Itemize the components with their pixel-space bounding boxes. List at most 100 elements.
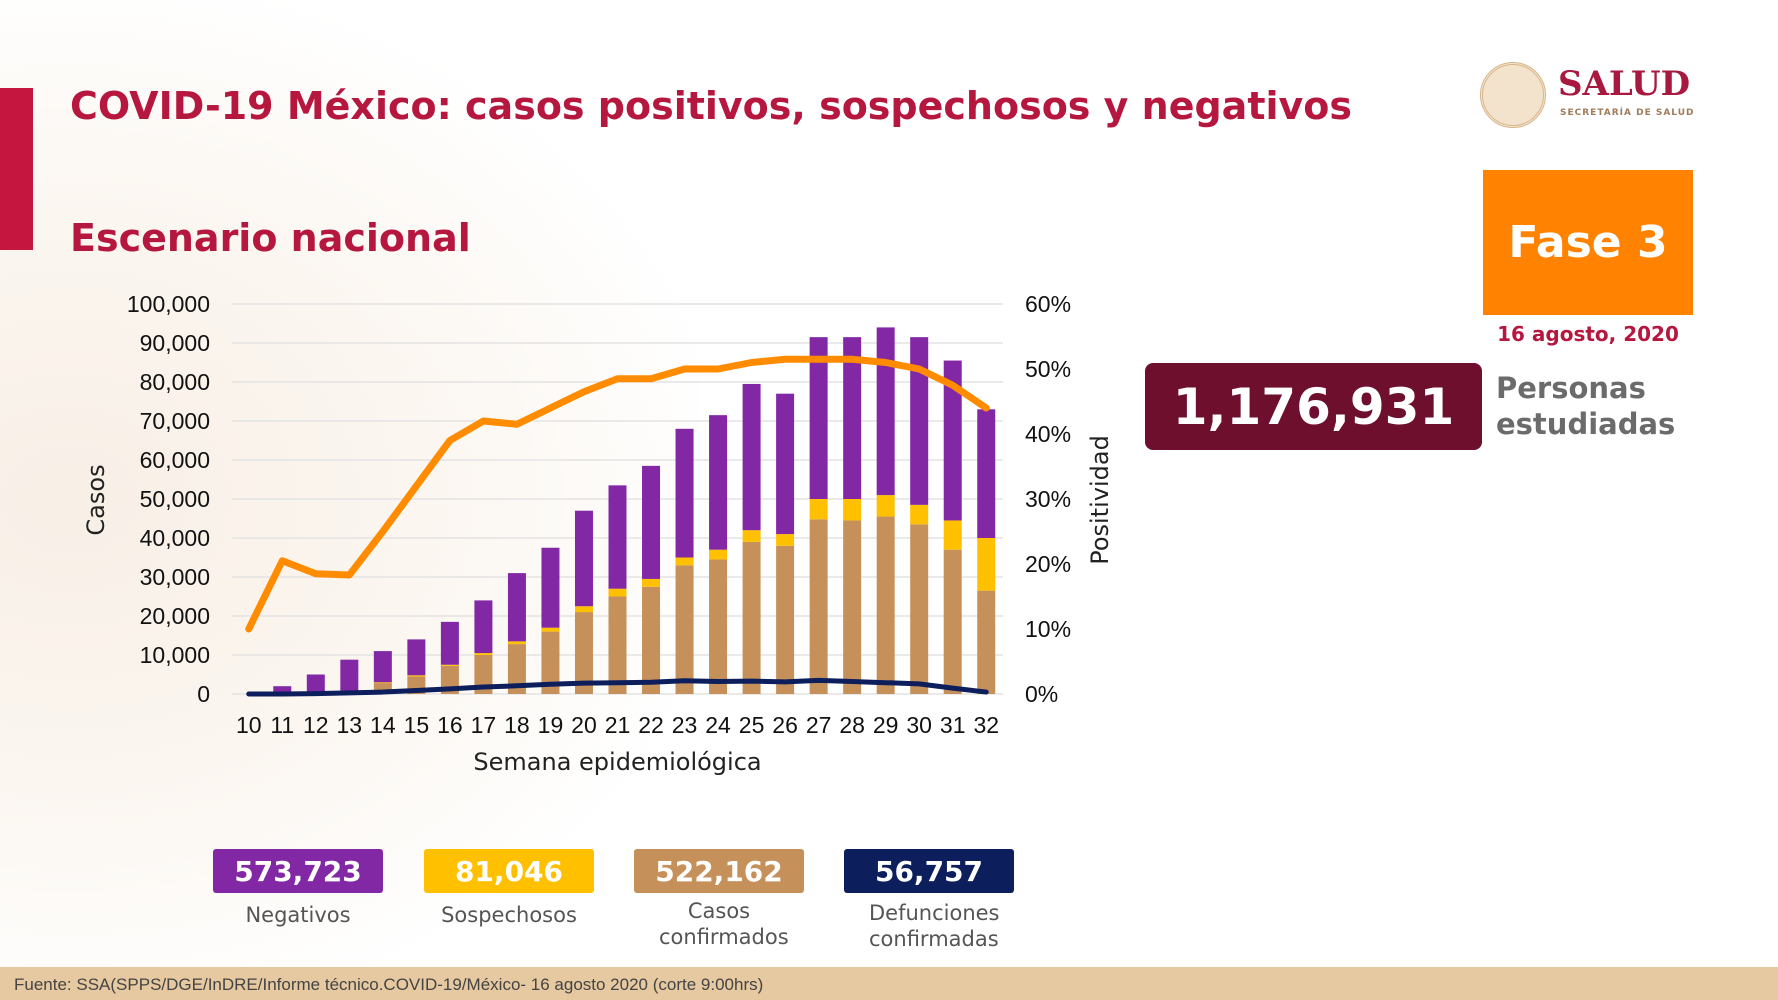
bar-sospechosos	[742, 530, 761, 542]
x-tick-label: 31	[940, 712, 966, 738]
bar-negativos	[977, 409, 996, 538]
bar-sospechosos	[440, 664, 459, 666]
x-tick-label: 27	[806, 712, 832, 738]
bar-negativos	[306, 674, 325, 693]
bar-confirmados	[574, 612, 593, 694]
x-tick-label: 24	[705, 712, 731, 738]
bar-sospechosos	[507, 641, 526, 645]
y2-tick-label: 10%	[1025, 616, 1071, 642]
bar-sospechosos	[943, 520, 962, 550]
bar-negativos	[407, 639, 426, 676]
y-tick-label: 0	[197, 681, 210, 707]
bar-sospechosos	[373, 682, 392, 684]
bar-confirmados	[709, 559, 728, 694]
x-tick-label: 29	[873, 712, 899, 738]
legend-defunciones-value: 56,757	[844, 849, 1014, 893]
bar-negativos	[742, 383, 761, 531]
bar-negativos	[876, 327, 895, 496]
y-tick-label: 90,000	[140, 330, 210, 356]
x-tick-label: 19	[538, 712, 564, 738]
report-date: 16 agosto, 2020	[1497, 322, 1679, 346]
bar-sospechosos	[709, 549, 728, 560]
y2-tick-label: 0%	[1025, 681, 1058, 707]
y-tick-label: 80,000	[140, 369, 210, 395]
bar-confirmados	[809, 519, 828, 694]
bar-negativos	[507, 573, 526, 642]
studied-label: Personas estudiadas	[1496, 370, 1696, 442]
x-tick-label: 21	[605, 712, 631, 738]
bar-negativos	[440, 621, 459, 665]
bar-confirmados	[843, 520, 862, 694]
bar-confirmados	[876, 516, 895, 694]
bar-negativos	[776, 393, 795, 535]
y-tick-label: 40,000	[140, 525, 210, 551]
bar-confirmados	[642, 586, 661, 694]
y2-tick-label: 60%	[1025, 291, 1071, 317]
bar-sospechosos	[407, 675, 426, 677]
bar-confirmados	[977, 590, 996, 694]
bar-sospechosos	[474, 653, 493, 655]
bar-sospechosos	[574, 606, 593, 613]
x-tick-label: 20	[571, 712, 597, 738]
bar-confirmados	[474, 655, 493, 694]
bar-negativos	[340, 659, 359, 691]
legend-negativos-value: 573,723	[213, 849, 383, 893]
bar-sospechosos	[642, 578, 661, 587]
bar-confirmados	[742, 541, 761, 694]
bar-negativos	[910, 337, 929, 505]
salud-logo: SALUD SECRETARÍA DE SALUD	[1480, 60, 1700, 130]
bar-negativos	[709, 415, 728, 550]
x-tick-label: 13	[337, 712, 363, 738]
x-tick-label: 26	[772, 712, 798, 738]
x-tick-label: 23	[672, 712, 698, 738]
x-tick-label: 12	[303, 712, 329, 738]
bar-sospechosos	[541, 627, 560, 632]
legend-negativos-label: Negativos	[245, 903, 351, 927]
bar-sospechosos	[910, 504, 929, 525]
y-tick-label: 100,000	[127, 291, 210, 317]
x-tick-label: 16	[437, 712, 463, 738]
legend-defunciones-label: Defunciones confirmadas	[869, 901, 1000, 951]
bar-confirmados	[943, 549, 962, 694]
y-tick-label: 20,000	[140, 603, 210, 629]
y2-axis-title: Positividad	[1086, 435, 1114, 565]
bar-sospechosos	[608, 588, 627, 597]
y-tick-label: 50,000	[140, 486, 210, 512]
bar-negativos	[574, 510, 593, 607]
bar-sospechosos	[876, 495, 895, 517]
studied-label-1: Personas	[1496, 371, 1646, 405]
bar-negativos	[843, 337, 862, 499]
line-positividad	[245, 355, 990, 633]
x-tick-label: 32	[973, 712, 999, 738]
legend-sospechosos-label: Sospechosos	[441, 903, 577, 927]
x-tick-label: 30	[906, 712, 932, 738]
accent-bar	[0, 88, 33, 250]
x-tick-label: 25	[739, 712, 765, 738]
x-tick-label: 22	[638, 712, 664, 738]
bar-confirmados	[507, 644, 526, 694]
seal-icon	[1480, 62, 1546, 128]
logo-subtitle: SECRETARÍA DE SALUD	[1560, 108, 1695, 118]
studied-total: 1,176,931	[1145, 363, 1482, 450]
x-tick-label: 28	[839, 712, 865, 738]
y2-tick-label: 20%	[1025, 551, 1071, 577]
bar-negativos	[675, 428, 694, 558]
bar-negativos	[273, 686, 292, 694]
y-tick-label: 10,000	[140, 642, 210, 668]
x-tick-label: 10	[236, 712, 262, 738]
legend-confirmados-label: Casos confirmados	[659, 899, 789, 949]
x-tick-label: 18	[504, 712, 530, 738]
page-title: COVID-19 México: casos positivos, sospec…	[70, 84, 1352, 128]
y-tick-label: 60,000	[140, 447, 210, 473]
y2-tick-label: 40%	[1025, 421, 1071, 447]
studied-label-2: estudiadas	[1496, 407, 1676, 441]
legend-sospechosos-value: 81,046	[424, 849, 594, 893]
line-defunciones	[246, 677, 989, 697]
bar-sospechosos	[977, 538, 996, 591]
bar-sospechosos	[843, 499, 862, 521]
bar-negativos	[943, 360, 962, 521]
x-axis-title: Semana epidemiológica	[473, 748, 761, 776]
x-tick-label: 14	[370, 712, 396, 738]
legend-confirmados-value: 522,162	[634, 849, 804, 893]
page-subtitle: Escenario nacional	[70, 216, 471, 260]
